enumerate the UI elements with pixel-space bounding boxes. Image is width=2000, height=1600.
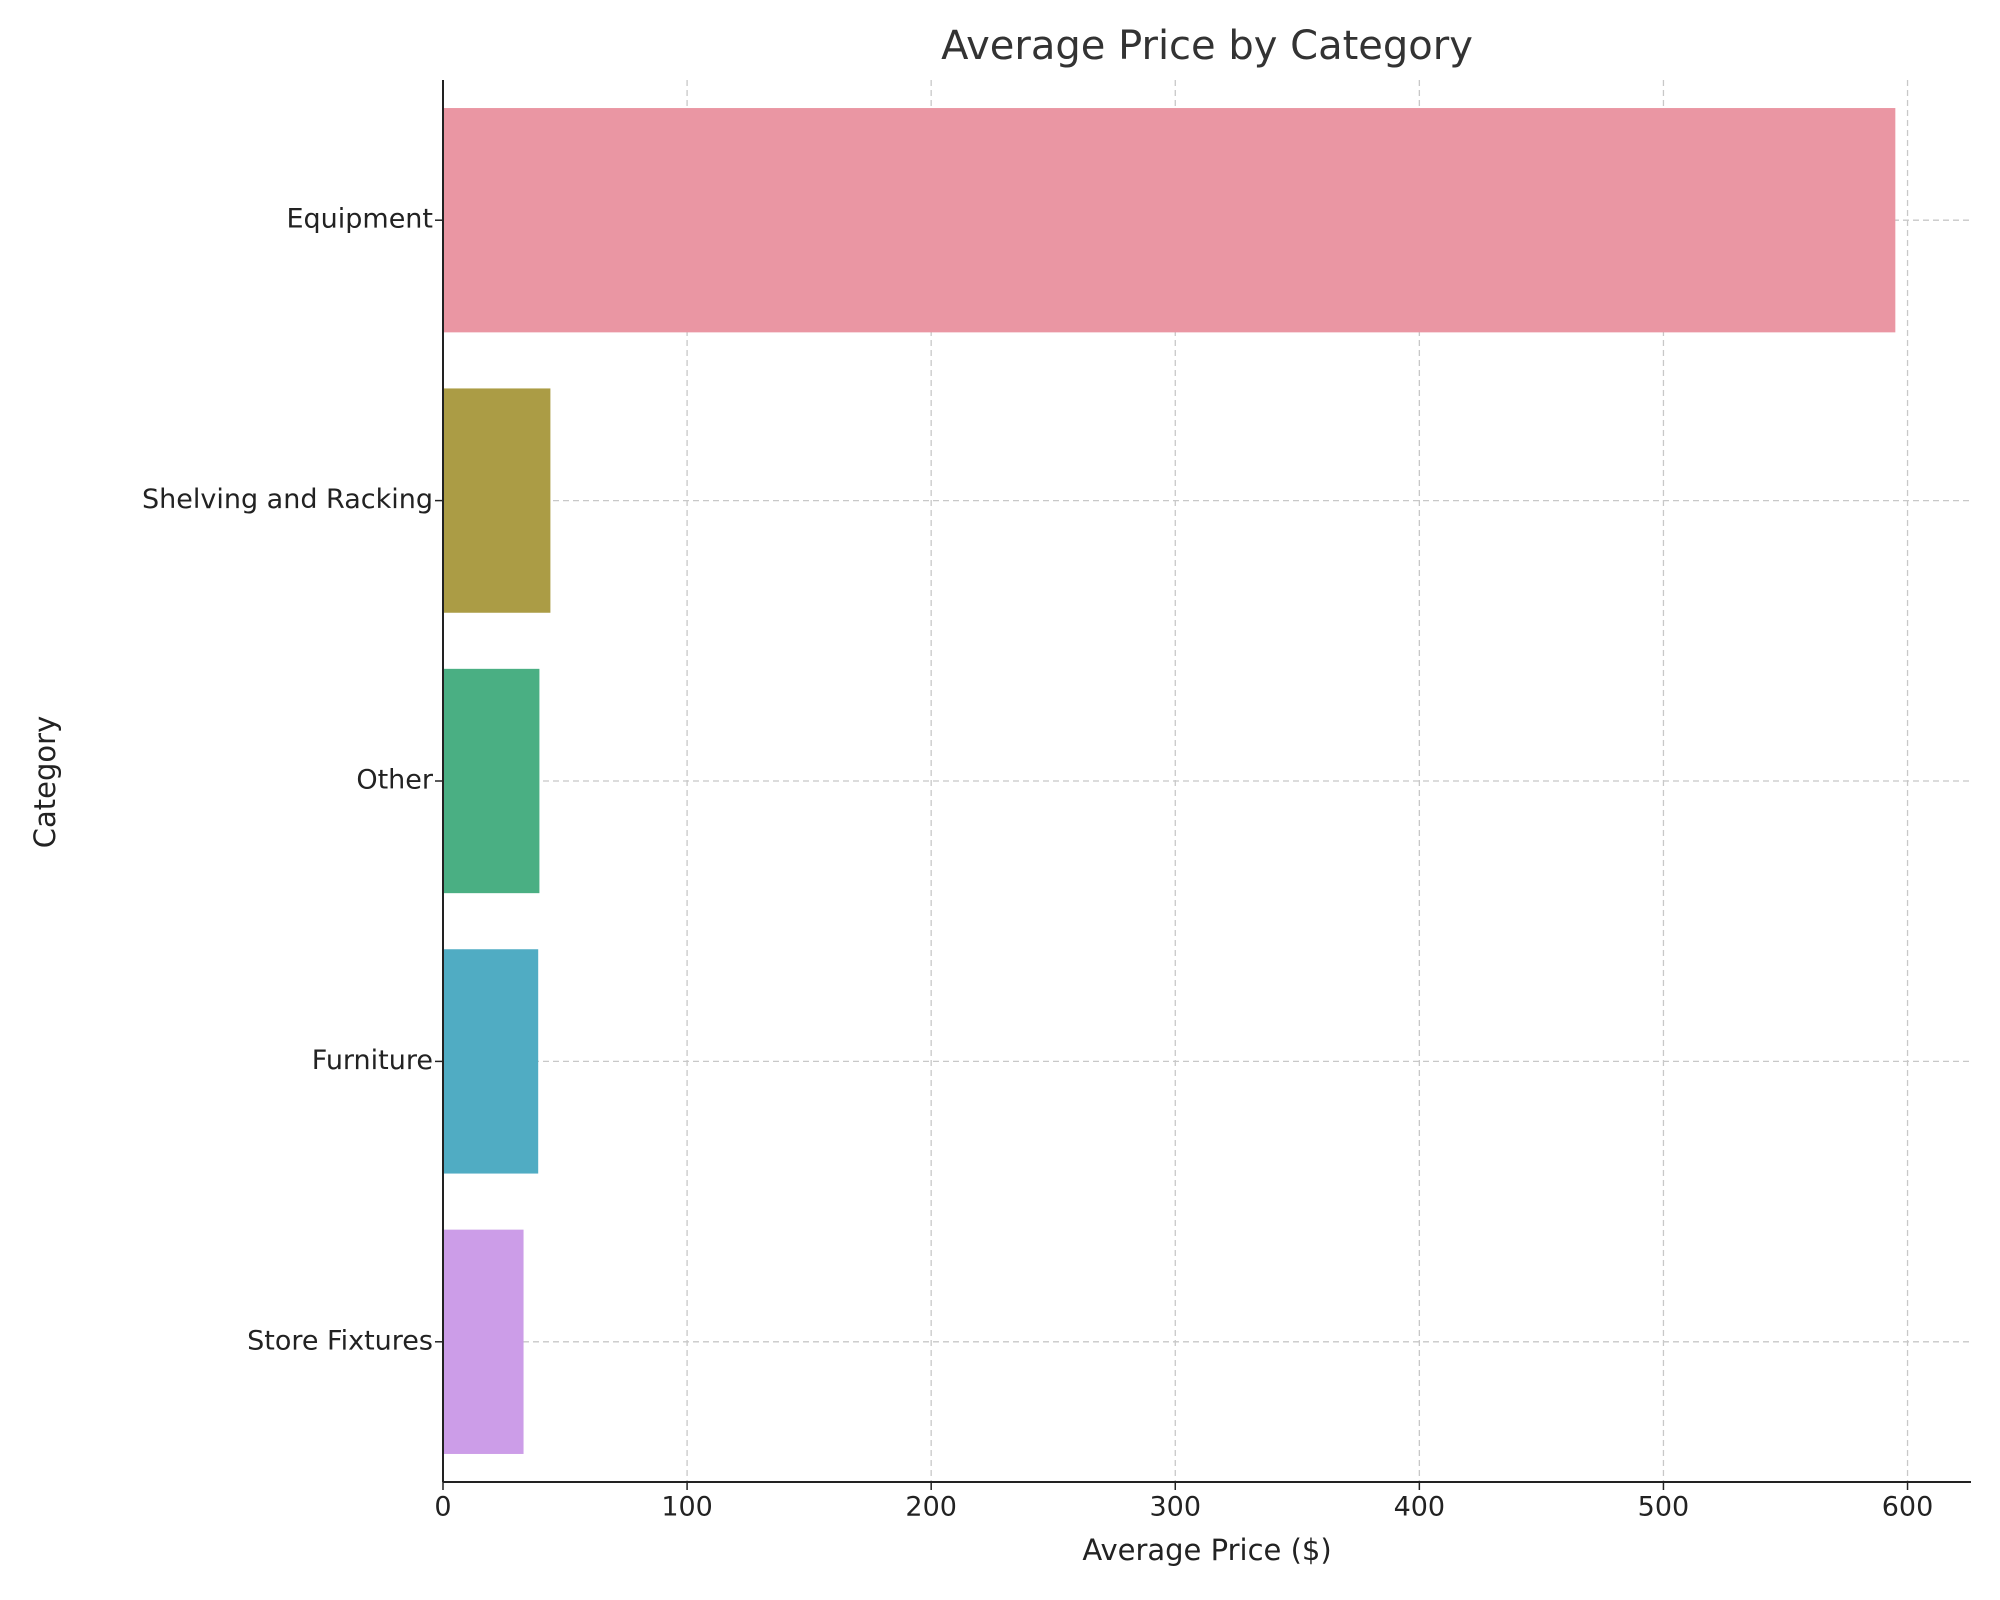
bar	[443, 949, 539, 1174]
x-tick-label: 200	[905, 1492, 957, 1523]
x-tick-label: 300	[1149, 1492, 1201, 1523]
bar	[443, 108, 1896, 333]
y-tick-label: Shelving and Racking	[142, 484, 433, 515]
bar	[443, 388, 551, 613]
y-tick-label: Equipment	[286, 204, 433, 235]
y-tick-label: Furniture	[312, 1045, 433, 1076]
x-axis-label: Average Price ($)	[1082, 1533, 1331, 1567]
x-tick-label: 500	[1638, 1492, 1690, 1523]
bar	[443, 668, 540, 894]
chart-title: Average Price by Category	[941, 23, 1473, 69]
x-tick-label: 100	[661, 1492, 713, 1523]
y-axis-label: Category	[28, 716, 62, 848]
x-tick-label: 0	[434, 1492, 451, 1523]
y-tick-label: Other	[356, 765, 434, 796]
y-tick-label: Store Fixtures	[247, 1325, 433, 1356]
bar	[443, 1229, 524, 1454]
x-tick-label: 400	[1394, 1492, 1446, 1523]
x-tick-label: 600	[1882, 1492, 1934, 1523]
